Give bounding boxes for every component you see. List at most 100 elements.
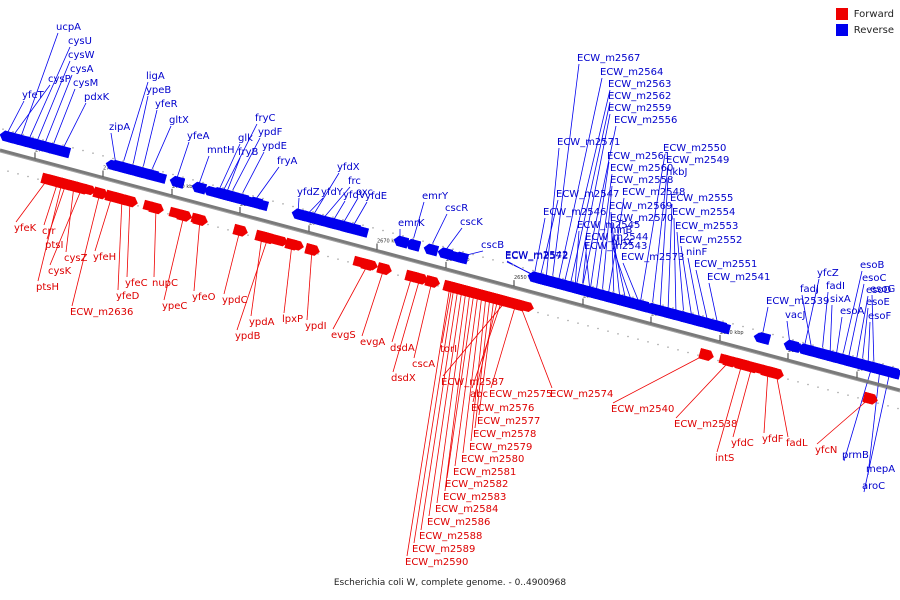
leader-ypdc <box>223 229 241 295</box>
leader-ecw-m2561 <box>589 161 610 292</box>
leader-ecw-m2559 <box>575 113 611 288</box>
reverse-track-dot <box>152 168 154 170</box>
reverse-track-dot <box>832 349 834 352</box>
forward-gene-block <box>168 206 182 219</box>
gene-label-ecw-m2636: ECW_m2636 <box>70 307 133 318</box>
leader-ecw-m2558 <box>601 185 613 295</box>
gene-label-abc: abc <box>470 389 488 400</box>
legend-item-reverse: Reverse <box>835 24 894 36</box>
reverse-track-dot <box>882 363 884 365</box>
gene-label-ecw-m2548: ECW_m2548 <box>622 187 685 198</box>
reverse-gene-block <box>323 217 338 230</box>
forward-gene-block <box>364 259 378 271</box>
gene-label-yfeo: yfeO <box>192 292 216 303</box>
reverse-gene-block <box>559 280 574 293</box>
reverse-track-dot <box>802 341 804 344</box>
leader-ecw-m2563 <box>563 89 611 285</box>
leader-fadi <box>821 291 829 354</box>
legend: Forward Reverse <box>835 8 894 40</box>
reverse-track-dot <box>282 203 284 205</box>
gene-label-cysw: cysW <box>68 50 95 61</box>
gene-label-ecw-m2589: ECW_m2589 <box>412 544 475 555</box>
gene-label-ptsh: ptsH <box>36 282 59 293</box>
gene-label-ecw-m2574: ECW_m2574 <box>550 389 613 400</box>
gene-label-ecw-m2587: ECW_m2587 <box>441 377 504 388</box>
gene-label-ecw-m2546: ECW_m2546 <box>543 207 606 218</box>
forward-track-dot <box>537 311 539 314</box>
forward-gene-block <box>290 239 304 251</box>
leader-ecw-m2552 <box>680 245 693 319</box>
leader-ecw-m2582 <box>446 292 475 479</box>
reverse-track-dot <box>182 176 184 178</box>
forward-gene-block <box>520 300 534 312</box>
forward-track-dot <box>337 258 339 260</box>
reverse-gene-block <box>407 240 422 252</box>
reverse-track-dot <box>762 331 764 333</box>
reverse-track-dot <box>382 229 384 232</box>
leader-ecw-m2579 <box>470 295 487 442</box>
gene-cscr <box>423 243 440 257</box>
leader-yfer <box>141 109 158 172</box>
leader-ecw-m2551 <box>695 269 709 323</box>
leader-yfeh <box>94 195 113 252</box>
reverse-gene-block <box>799 344 814 357</box>
leader-tori <box>441 286 453 344</box>
forward-track-dot <box>27 175 29 178</box>
gene-label-ecw-m2575: ECW_m2575 <box>489 389 552 400</box>
forward-swatch <box>835 8 848 20</box>
gene-label-ecw-m2558: ECW_m2558 <box>610 175 673 186</box>
legend-reverse-label: Reverse <box>853 24 894 36</box>
forward-track-dot <box>137 205 139 207</box>
reverse-track-dot <box>132 163 134 165</box>
gene-label-tori: torI <box>440 344 457 355</box>
leader-aroc <box>863 371 891 493</box>
gene-label-ecw-m2547: ECW_m2547 <box>556 189 619 200</box>
reverse-gene-block <box>581 286 596 299</box>
leader-esoa <box>835 316 843 357</box>
gene-label-sixa: sixA <box>830 294 851 305</box>
reverse-track-dot <box>432 243 434 245</box>
reverse-track-dot <box>362 224 364 226</box>
reverse-track-dot <box>582 283 584 285</box>
leader-yfde <box>351 201 368 229</box>
leader-ecw-m2544 <box>581 242 588 290</box>
reverse-gene-block <box>663 308 678 320</box>
forward-gene-block <box>46 174 60 186</box>
gene-label-ecw-m2581: ECW_m2581 <box>453 467 516 478</box>
reverse-track-dot <box>502 261 504 264</box>
forward-track-dot <box>167 213 169 215</box>
leader-ecw-m2575 <box>490 303 517 389</box>
reverse-track-dot <box>712 317 714 320</box>
leader-cysz <box>65 185 75 253</box>
forward-gene-block <box>426 275 440 287</box>
forward-gene-block <box>178 209 192 221</box>
leader-ecw-m2546 <box>533 217 546 277</box>
reverse-gene-block <box>539 275 554 287</box>
gene-label-cysu: cysU <box>68 36 92 47</box>
forward-gene-block <box>718 353 732 365</box>
gene-label-fryb: fryB <box>238 147 259 158</box>
forward-track-dot <box>897 407 899 410</box>
forward-track-dot <box>207 223 209 226</box>
reverse-track-dot <box>842 352 844 354</box>
forward-track-dot <box>557 317 559 319</box>
gene-ecw-m2636 <box>92 186 108 200</box>
forward-track-dot <box>347 261 349 263</box>
gene-label-yfde: yfdE <box>365 191 387 202</box>
reverse-gene-block <box>637 301 652 313</box>
gene-label-dsdx: dsdX <box>391 373 416 384</box>
leader-cscr <box>429 213 448 249</box>
reverse-track-dot <box>852 355 854 357</box>
gene-label-ecw-m2559: ECW_m2559 <box>608 103 671 114</box>
reverse-gene-block <box>717 322 732 335</box>
gene-label-ecw-m2577: ECW_m2577 <box>477 416 540 427</box>
leader-ecw-m2556 <box>581 125 617 290</box>
reverse-track-dot <box>522 267 524 269</box>
gene-label-ecw-m2562: ECW_m2562 <box>608 91 671 102</box>
leader-yfdf <box>763 370 769 434</box>
forward-gene-block <box>766 366 780 378</box>
forward-gene-block <box>274 235 288 247</box>
leader-ecw-m2574 <box>519 304 553 389</box>
gene-label-prmb: prmB <box>842 450 869 461</box>
